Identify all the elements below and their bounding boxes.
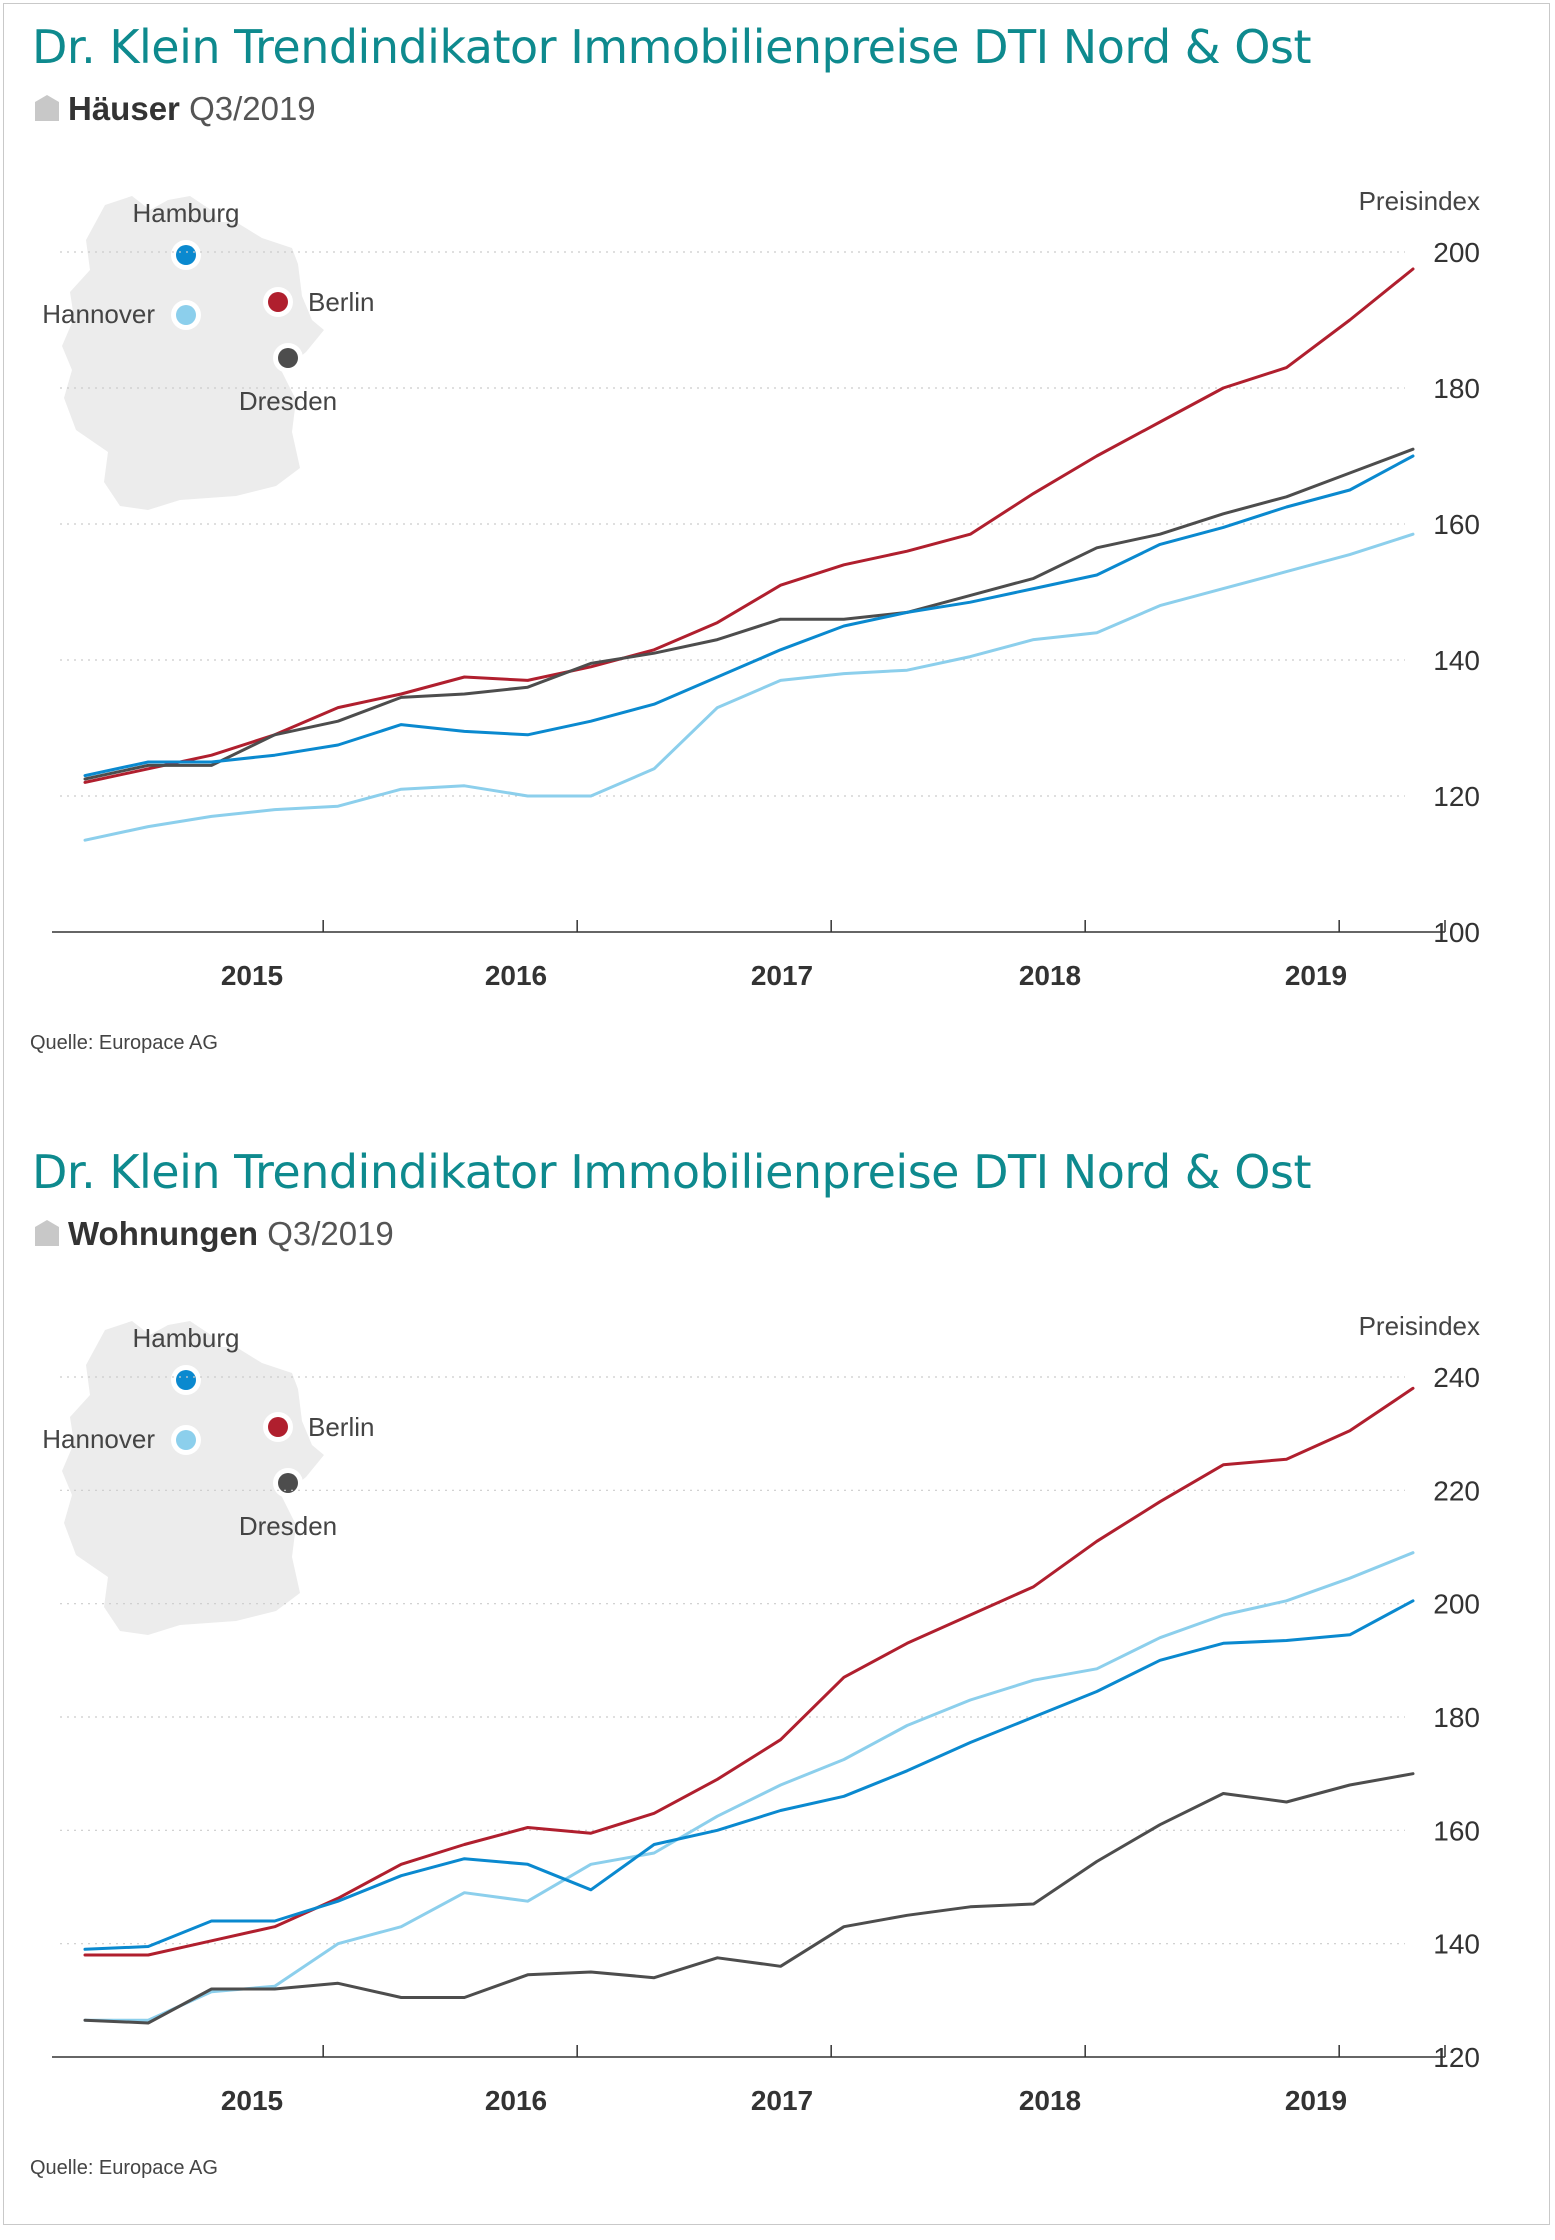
- map-label-hamburg: Hamburg: [133, 198, 240, 228]
- x-tick-label: 2017: [751, 960, 813, 991]
- map-marker-hannover: [176, 305, 196, 325]
- x-tick-label: 2019: [1285, 960, 1347, 991]
- x-tick-label: 2018: [1019, 2085, 1081, 2116]
- y-axis-title: Preisindex: [1359, 1311, 1480, 1341]
- house-icon: [35, 95, 59, 121]
- germany-map-icon: [62, 1321, 324, 1635]
- source-note: Quelle: Europace AG: [30, 1032, 218, 1054]
- map-marker-berlin: [268, 292, 288, 312]
- y-tick-label: 160: [1433, 509, 1480, 540]
- house-icon: [35, 1220, 59, 1246]
- series-line-dresden: [83, 447, 1415, 781]
- series-line-berlin: [83, 267, 1415, 784]
- y-tick-label: 140: [1433, 645, 1480, 676]
- y-tick-label: 240: [1433, 1362, 1480, 1393]
- series-line-hamburg: [83, 454, 1415, 778]
- category-label: Häuser: [68, 90, 180, 127]
- source-note: Quelle: Europace AG: [30, 2157, 218, 2179]
- y-tick-label: 140: [1433, 1929, 1480, 1960]
- map-marker-dresden: [278, 1473, 298, 1493]
- map-label-dresden: Dresden: [239, 386, 337, 416]
- map-label-berlin: Berlin: [308, 287, 374, 317]
- map-label-dresden: Dresden: [239, 1511, 337, 1541]
- y-tick-label: 200: [1433, 1589, 1480, 1620]
- infographic-frame: [3, 3, 1550, 2225]
- map-marker-hamburg: [176, 245, 196, 265]
- y-tick-label: 180: [1433, 373, 1480, 404]
- series-line-hannover: [83, 532, 1415, 842]
- x-tick-label: 2016: [485, 960, 547, 991]
- y-tick-label: 200: [1433, 237, 1480, 268]
- x-tick-label: 2017: [751, 2085, 813, 2116]
- x-tick-label: 2019: [1285, 2085, 1347, 2116]
- x-tick-label: 2015: [221, 2085, 283, 2116]
- chart-subtitle: Häuser Q3/2019: [34, 90, 316, 128]
- category-label: Wohnungen: [68, 1215, 259, 1252]
- chart-panel-wohnungen: Dr. Klein Trendindikator Immobilienpreis…: [0, 1125, 1555, 2240]
- chart-subtitle: Wohnungen Q3/2019: [34, 1215, 394, 1253]
- period-label: Q3/2019: [267, 1215, 394, 1252]
- germany-map-icon: [62, 196, 324, 510]
- chart-title: Dr. Klein Trendindikator Immobilienpreis…: [32, 1145, 1311, 1199]
- map-label-hannover: Hannover: [42, 1424, 155, 1454]
- series-line-hannover: [83, 1551, 1415, 2022]
- map-marker-hannover: [176, 1430, 196, 1450]
- series-line-hamburg: [83, 1599, 1415, 1951]
- period-label: Q3/2019: [189, 90, 316, 127]
- map-marker-dresden: [278, 348, 298, 368]
- y-tick-label: 160: [1433, 1815, 1480, 1846]
- y-tick-label: 120: [1433, 781, 1480, 812]
- map-label-hamburg: Hamburg: [133, 1323, 240, 1353]
- x-tick-label: 2018: [1019, 960, 1081, 991]
- map-marker-hamburg: [176, 1370, 196, 1390]
- x-tick-label: 2016: [485, 2085, 547, 2116]
- chart-panel-haeuser: Dr. Klein Trendindikator Immobilienpreis…: [0, 0, 1555, 1115]
- x-tick-label: 2015: [221, 960, 283, 991]
- map-marker-berlin: [268, 1417, 288, 1437]
- map-label-berlin: Berlin: [308, 1412, 374, 1442]
- y-tick-label: 220: [1433, 1475, 1480, 1506]
- y-tick-label: 180: [1433, 1702, 1480, 1733]
- map-label-hannover: Hannover: [42, 299, 155, 329]
- series-line-dresden: [83, 1772, 1415, 2025]
- chart-title: Dr. Klein Trendindikator Immobilienpreis…: [32, 20, 1311, 74]
- y-axis-title: Preisindex: [1359, 186, 1480, 216]
